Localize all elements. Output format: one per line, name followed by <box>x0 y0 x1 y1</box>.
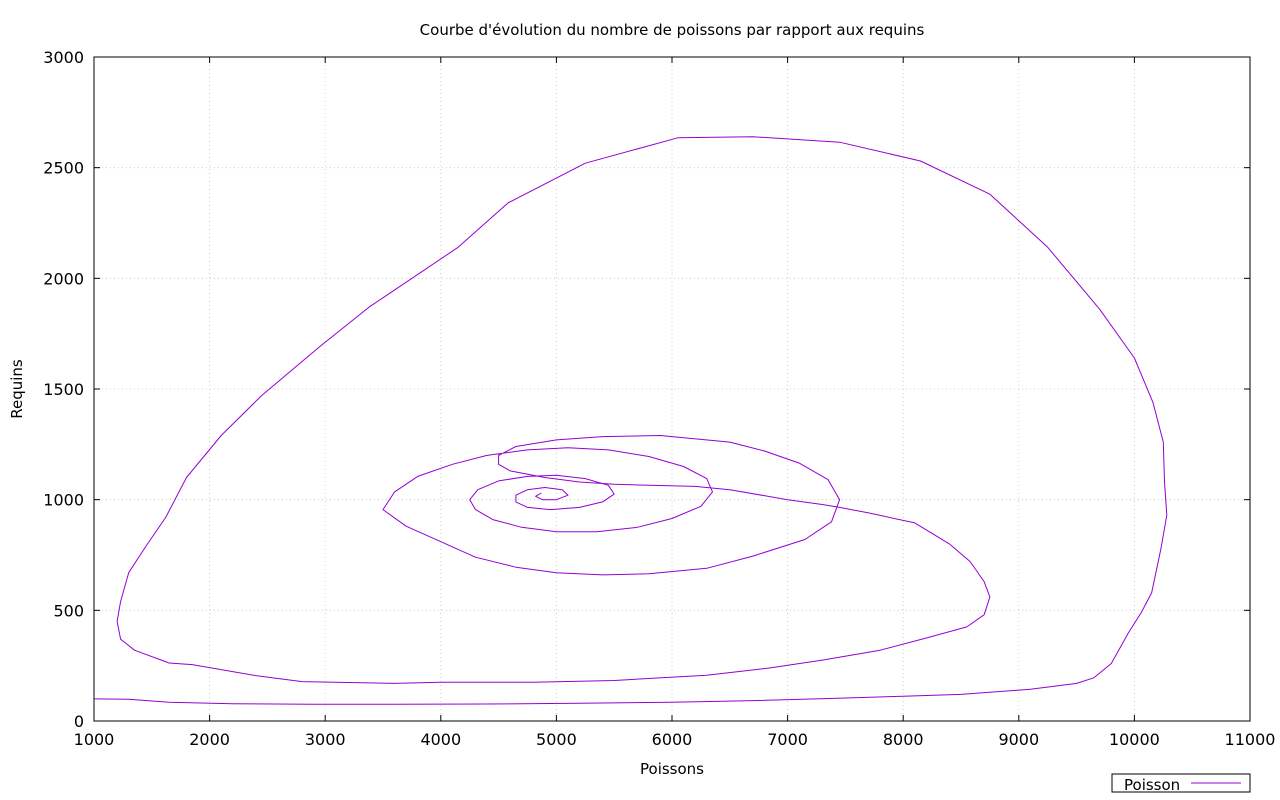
x-tick-label: 1000 <box>74 730 115 749</box>
x-tick-label: 11000 <box>1225 730 1276 749</box>
x-tick-label: 8000 <box>883 730 924 749</box>
x-tick-label: 3000 <box>305 730 346 749</box>
axis-ticks: 1000 2000 3000 4000 5000 6000 7000 8000 9000 1000… <box>43 48 1275 749</box>
y-axis-title: Requins <box>8 359 26 419</box>
chart-title: Courbe d'évolution du nombre de poissons… <box>420 21 925 39</box>
y-tick-label: 1000 <box>43 491 84 510</box>
y-tick-label: 2000 <box>43 269 84 288</box>
y-tick-label: 500 <box>53 601 84 620</box>
y-tick-label: 1500 <box>43 380 84 399</box>
series-layer <box>93 136 1168 705</box>
y-tick-label: 2500 <box>43 159 84 178</box>
x-tick-label: 4000 <box>420 730 461 749</box>
y-tick-label: 0 <box>74 712 84 731</box>
y-tick-label: 3000 <box>43 48 84 67</box>
x-tick-label: 2000 <box>189 730 230 749</box>
grid <box>94 57 1250 721</box>
x-tick-label: 9000 <box>998 730 1039 749</box>
series-line-poisson <box>93 136 1168 705</box>
legend-label: Poisson <box>1124 776 1180 794</box>
legend-box <box>1111 773 1251 793</box>
legend: Poisson <box>1111 773 1251 794</box>
x-tick-label: 10000 <box>1109 730 1160 749</box>
x-tick-label: 5000 <box>536 730 577 749</box>
x-tick-label: 6000 <box>652 730 693 749</box>
x-tick-label: 7000 <box>767 730 808 749</box>
x-axis-title: Poissons <box>640 760 704 778</box>
